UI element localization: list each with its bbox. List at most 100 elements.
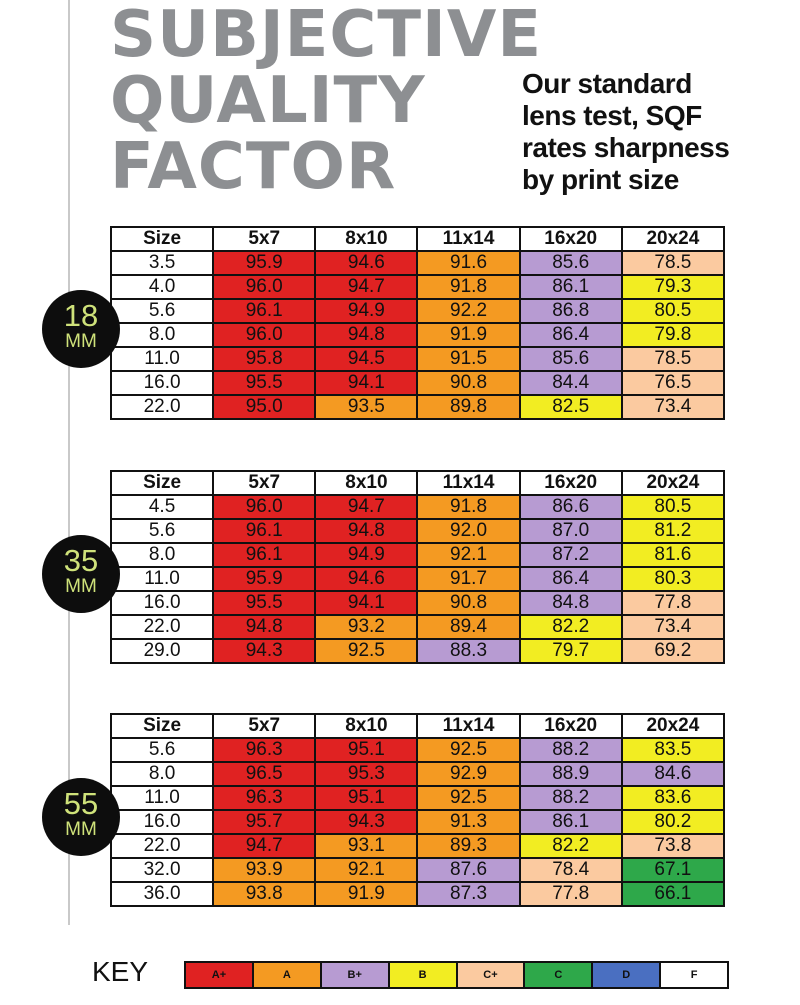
sqf-score-cell: 96.1 — [212, 298, 317, 324]
sqf-score-cell: 85.6 — [518, 250, 623, 276]
sqf-score-cell: 73.8 — [620, 833, 726, 859]
sqf-score-cell: 79.3 — [620, 274, 726, 300]
table-row: 8.0 96.1 94.9 92.1 87.2 81.6 — [109, 542, 726, 568]
aperture-size-cell: 16.0 — [109, 809, 215, 835]
sqf-score-cell: 92.2 — [416, 298, 521, 324]
sqf-score-cell: 84.8 — [518, 590, 623, 616]
sqf-score-cell: 78.4 — [518, 857, 623, 883]
page-title: SUBJECTIVE QUALITY FACTOR — [110, 2, 542, 200]
sqf-score-cell: 96.3 — [212, 737, 317, 763]
focal-length-badge: 35 MM — [42, 535, 120, 613]
focal-length-value: 55 — [63, 786, 99, 821]
aperture-size-cell: 29.0 — [109, 638, 215, 664]
sqf-score-cell: 76.5 — [620, 370, 726, 396]
table-row: 3.5 95.9 94.6 91.6 85.6 78.5 — [109, 250, 726, 276]
table-row: 22.0 94.8 93.2 89.4 82.2 73.4 — [109, 614, 726, 640]
sqf-score-cell: 77.8 — [518, 881, 623, 907]
sqf-score-cell: 86.8 — [518, 298, 623, 324]
table-row: 5.6 96.3 95.1 92.5 88.2 83.5 — [109, 737, 726, 763]
key-swatch: A — [253, 963, 322, 987]
table-row: 11.0 96.3 95.1 92.5 88.2 83.6 — [109, 785, 726, 811]
column-header-print-size: 16x20 — [518, 713, 623, 739]
sqf-score-cell: 92.1 — [314, 857, 419, 883]
sqf-score-cell: 79.7 — [518, 638, 623, 664]
sqf-score-cell: 82.2 — [518, 833, 623, 859]
sqf-score-cell: 85.6 — [518, 346, 623, 372]
column-header-size: Size — [109, 470, 215, 496]
aperture-size-cell: 3.5 — [109, 250, 215, 276]
sqf-score-cell: 92.5 — [314, 638, 419, 664]
title-line-2: QUALITY — [110, 64, 426, 138]
sqf-score-cell: 91.5 — [416, 346, 521, 372]
title-line-1: SUBJECTIVE — [110, 0, 543, 72]
sqf-score-cell: 95.0 — [212, 394, 317, 420]
sqf-score-cell: 95.9 — [212, 566, 317, 592]
sqf-score-cell: 94.6 — [314, 566, 419, 592]
sqf-score-cell: 94.8 — [314, 322, 419, 348]
sqf-score-cell: 86.6 — [518, 494, 623, 520]
sqf-score-cell: 86.1 — [518, 274, 623, 300]
grade-key: A+ A B+ B C+ C D F — [184, 961, 729, 989]
sqf-score-cell: 95.8 — [212, 346, 317, 372]
focal-length-unit: MM — [65, 576, 97, 597]
sqf-score-cell: 73.4 — [620, 394, 726, 420]
sqf-score-cell: 93.9 — [212, 857, 317, 883]
table-row: 4.0 96.0 94.7 91.8 86.1 79.3 — [109, 274, 726, 300]
sqf-score-cell: 91.9 — [416, 322, 521, 348]
sqf-score-cell: 80.5 — [620, 298, 726, 324]
sqf-score-cell: 91.6 — [416, 250, 521, 276]
aperture-size-cell: 4.5 — [109, 494, 215, 520]
sqf-score-cell: 94.9 — [314, 298, 419, 324]
sqf-score-cell: 90.8 — [416, 590, 521, 616]
sqf-score-cell: 96.0 — [212, 494, 317, 520]
column-header-print-size: 16x20 — [518, 470, 623, 496]
sqf-table-18mm: Size 5x7 8x10 11x14 16x20 20x24 3.5 95.9 94.6 91.… — [109, 226, 726, 420]
table-row: 32.0 93.9 92.1 87.6 78.4 67.1 — [109, 857, 726, 883]
sqf-score-cell: 87.3 — [416, 881, 521, 907]
sqf-table-55mm: Size 5x7 8x10 11x14 16x20 20x24 5.6 96.3 95.1 92.… — [109, 713, 726, 907]
sqf-score-cell: 83.6 — [620, 785, 726, 811]
left-rule — [68, 0, 70, 925]
sqf-score-cell: 73.4 — [620, 614, 726, 640]
sqf-score-cell: 88.3 — [416, 638, 521, 664]
subtitle: Our standard lens test, SQF rates sharpn… — [522, 68, 792, 196]
sqf-score-cell: 93.8 — [212, 881, 317, 907]
sqf-score-cell: 94.7 — [212, 833, 317, 859]
sqf-score-cell: 89.3 — [416, 833, 521, 859]
table-row: 8.0 96.5 95.3 92.9 88.9 84.6 — [109, 761, 726, 787]
sqf-score-cell: 91.8 — [416, 494, 521, 520]
aperture-size-cell: 5.6 — [109, 518, 215, 544]
sqf-score-cell: 79.8 — [620, 322, 726, 348]
sqf-score-cell: 87.0 — [518, 518, 623, 544]
sqf-score-cell: 96.5 — [212, 761, 317, 787]
aperture-size-cell: 8.0 — [109, 761, 215, 787]
sqf-score-cell: 78.5 — [620, 250, 726, 276]
table-row: 11.0 95.8 94.5 91.5 85.6 78.5 — [109, 346, 726, 372]
sqf-score-cell: 95.5 — [212, 370, 317, 396]
sqf-score-cell: 92.1 — [416, 542, 521, 568]
sqf-score-cell: 91.9 — [314, 881, 419, 907]
key-swatch: C — [525, 963, 594, 987]
sqf-score-cell: 94.7 — [314, 494, 419, 520]
column-header-print-size: 8x10 — [314, 713, 419, 739]
table-row: 22.0 94.7 93.1 89.3 82.2 73.8 — [109, 833, 726, 859]
subtitle-line-1: Our standard — [522, 68, 692, 99]
sqf-score-cell: 95.1 — [314, 785, 419, 811]
aperture-size-cell: 16.0 — [109, 590, 215, 616]
sqf-score-cell: 95.3 — [314, 761, 419, 787]
focal-length-value: 18 — [63, 298, 99, 333]
sqf-score-cell: 96.0 — [212, 322, 317, 348]
sqf-score-cell: 88.2 — [518, 737, 623, 763]
column-header-size: Size — [109, 226, 215, 252]
sqf-score-cell: 92.5 — [416, 737, 521, 763]
column-header-print-size: 11x14 — [416, 226, 521, 252]
aperture-size-cell: 11.0 — [109, 566, 215, 592]
subtitle-line-4: by print size — [522, 164, 679, 195]
aperture-size-cell: 5.6 — [109, 298, 215, 324]
sqf-score-cell: 66.1 — [620, 881, 726, 907]
sqf-score-cell: 82.2 — [518, 614, 623, 640]
subtitle-line-2: lens test, SQF — [522, 100, 702, 131]
focal-length-value: 35 — [63, 543, 99, 578]
sqf-score-cell: 94.3 — [314, 809, 419, 835]
sqf-score-cell: 95.1 — [314, 737, 419, 763]
